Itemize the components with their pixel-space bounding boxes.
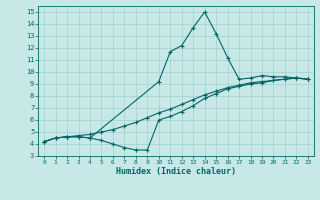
X-axis label: Humidex (Indice chaleur): Humidex (Indice chaleur) <box>116 167 236 176</box>
